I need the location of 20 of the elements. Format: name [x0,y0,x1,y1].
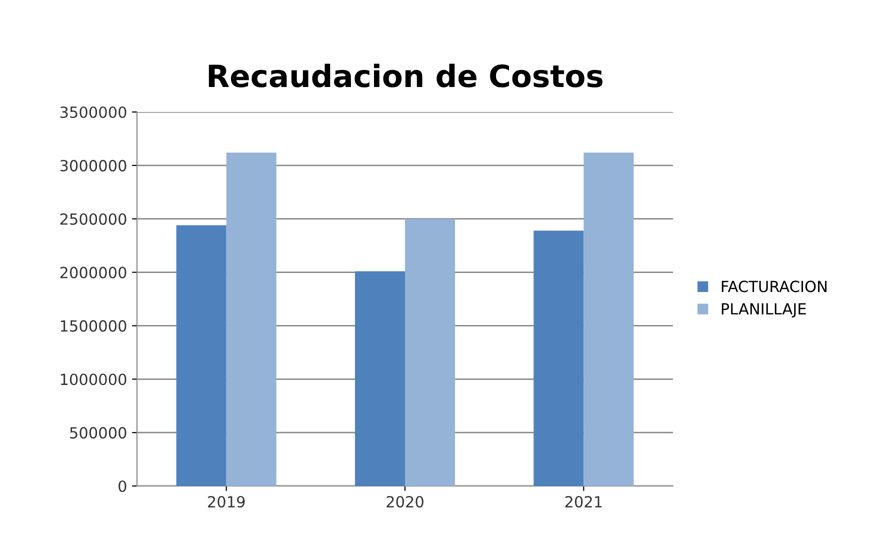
chart-title: Recaudacion de Costos [208,64,602,88]
bar [584,152,634,486]
y-tick-label: 2000000 [60,266,126,278]
bar [226,152,276,486]
y-tick-label: 2500000 [60,213,126,225]
y-tick-label: 1000000 [60,374,126,386]
y-tick-label: 0 [118,480,126,492]
bar [176,225,226,486]
y-tick-label: 3000000 [60,160,126,172]
bar [354,271,405,486]
legend-label: FACTURACION [722,280,826,292]
x-tick-label: 2019 [208,496,245,508]
y-tick-label: 3500000 [60,106,126,118]
y-tick-label: 1500000 [60,320,126,332]
x-tick-label: 2020 [386,496,424,508]
bar [534,230,584,486]
legend-label: PLANILLAJE [722,303,806,318]
y-tick-label: 500000 [70,427,126,439]
x-tick-label: 2021 [565,496,602,508]
bar [405,218,456,486]
